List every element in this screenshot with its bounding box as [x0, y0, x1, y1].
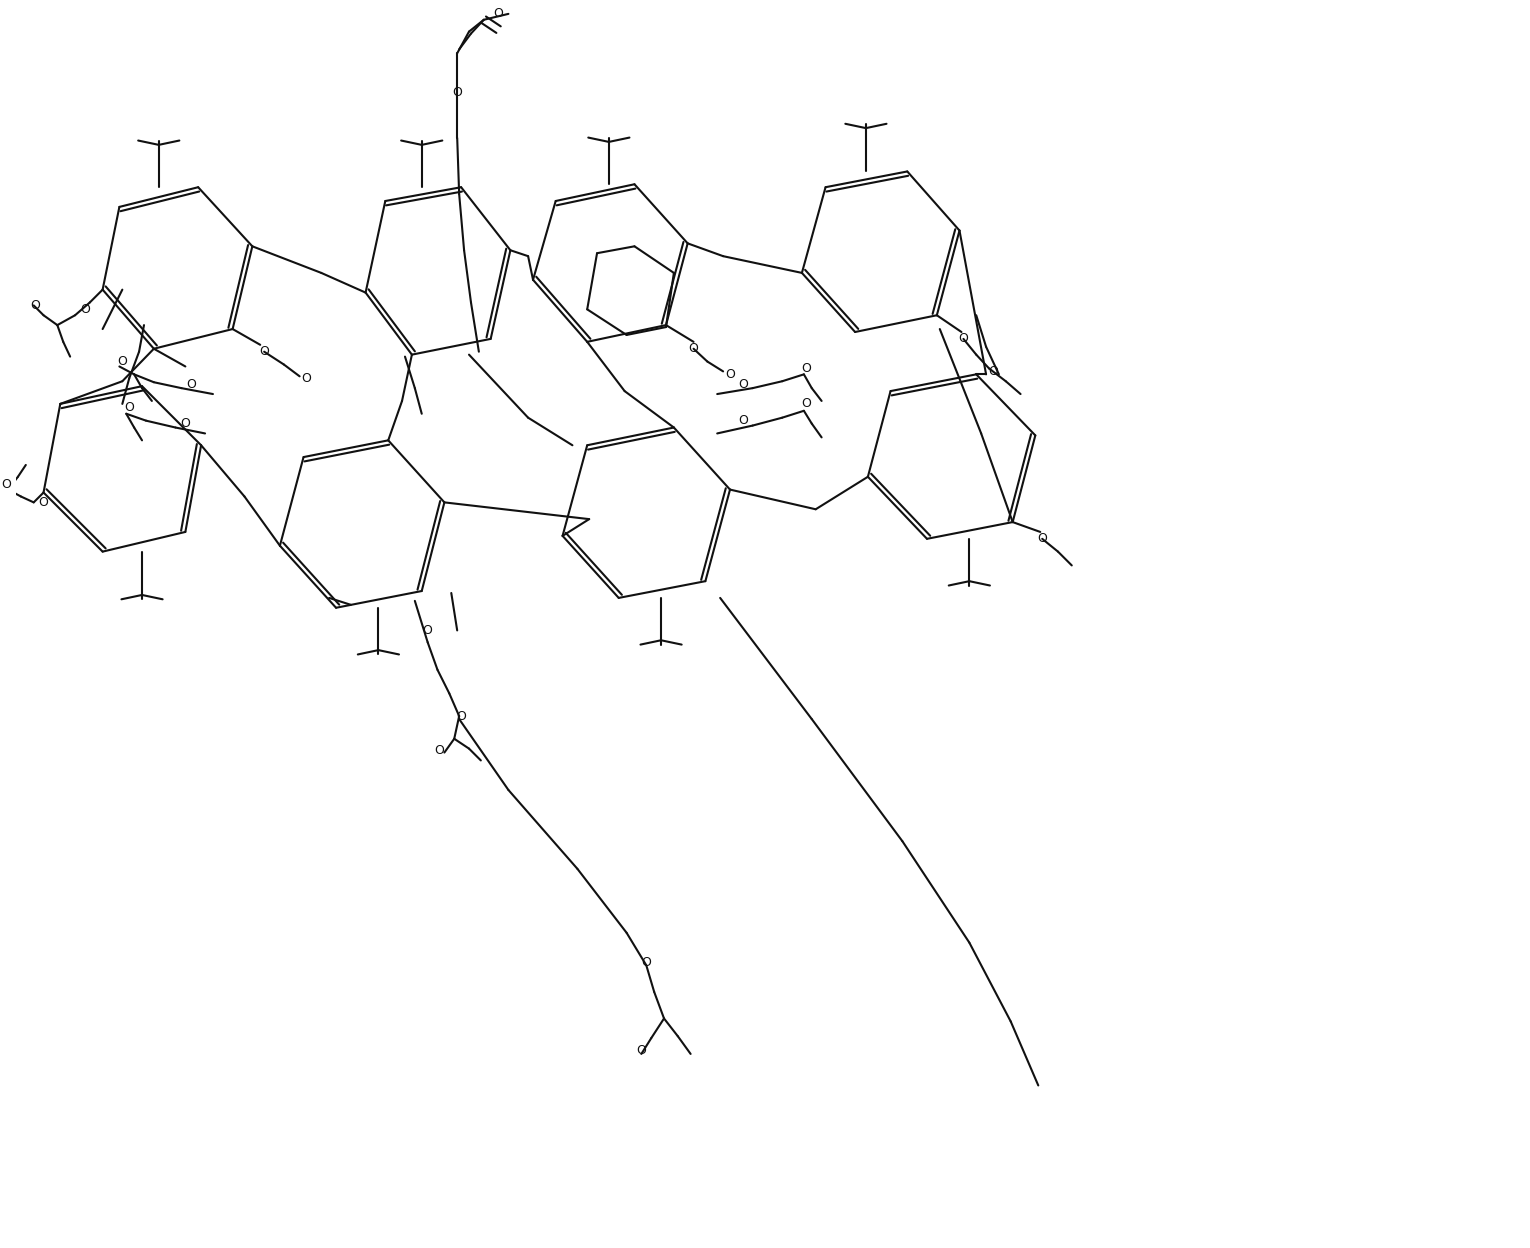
Text: O: O: [422, 624, 433, 636]
Text: O: O: [435, 744, 444, 758]
Text: O: O: [187, 378, 196, 391]
Text: O: O: [800, 397, 811, 411]
Text: O: O: [725, 368, 734, 381]
Text: O: O: [737, 414, 748, 427]
Text: O: O: [988, 364, 998, 378]
Text: O: O: [259, 346, 269, 358]
Text: O: O: [688, 342, 699, 356]
Text: O: O: [636, 1045, 646, 1057]
Text: O: O: [38, 495, 49, 509]
Text: O: O: [181, 417, 190, 431]
Text: O: O: [31, 300, 41, 312]
Text: O: O: [958, 332, 968, 346]
Text: O: O: [1037, 533, 1047, 545]
Text: O: O: [124, 402, 135, 414]
Text: O: O: [800, 362, 811, 374]
Text: O: O: [80, 303, 90, 316]
Text: O: O: [641, 956, 652, 968]
Text: O: O: [301, 372, 312, 384]
Text: O: O: [453, 86, 462, 99]
Text: O: O: [737, 378, 748, 391]
Text: O: O: [118, 354, 127, 368]
Text: O: O: [456, 710, 467, 723]
Text: O: O: [494, 7, 503, 20]
Text: O: O: [2, 478, 11, 492]
